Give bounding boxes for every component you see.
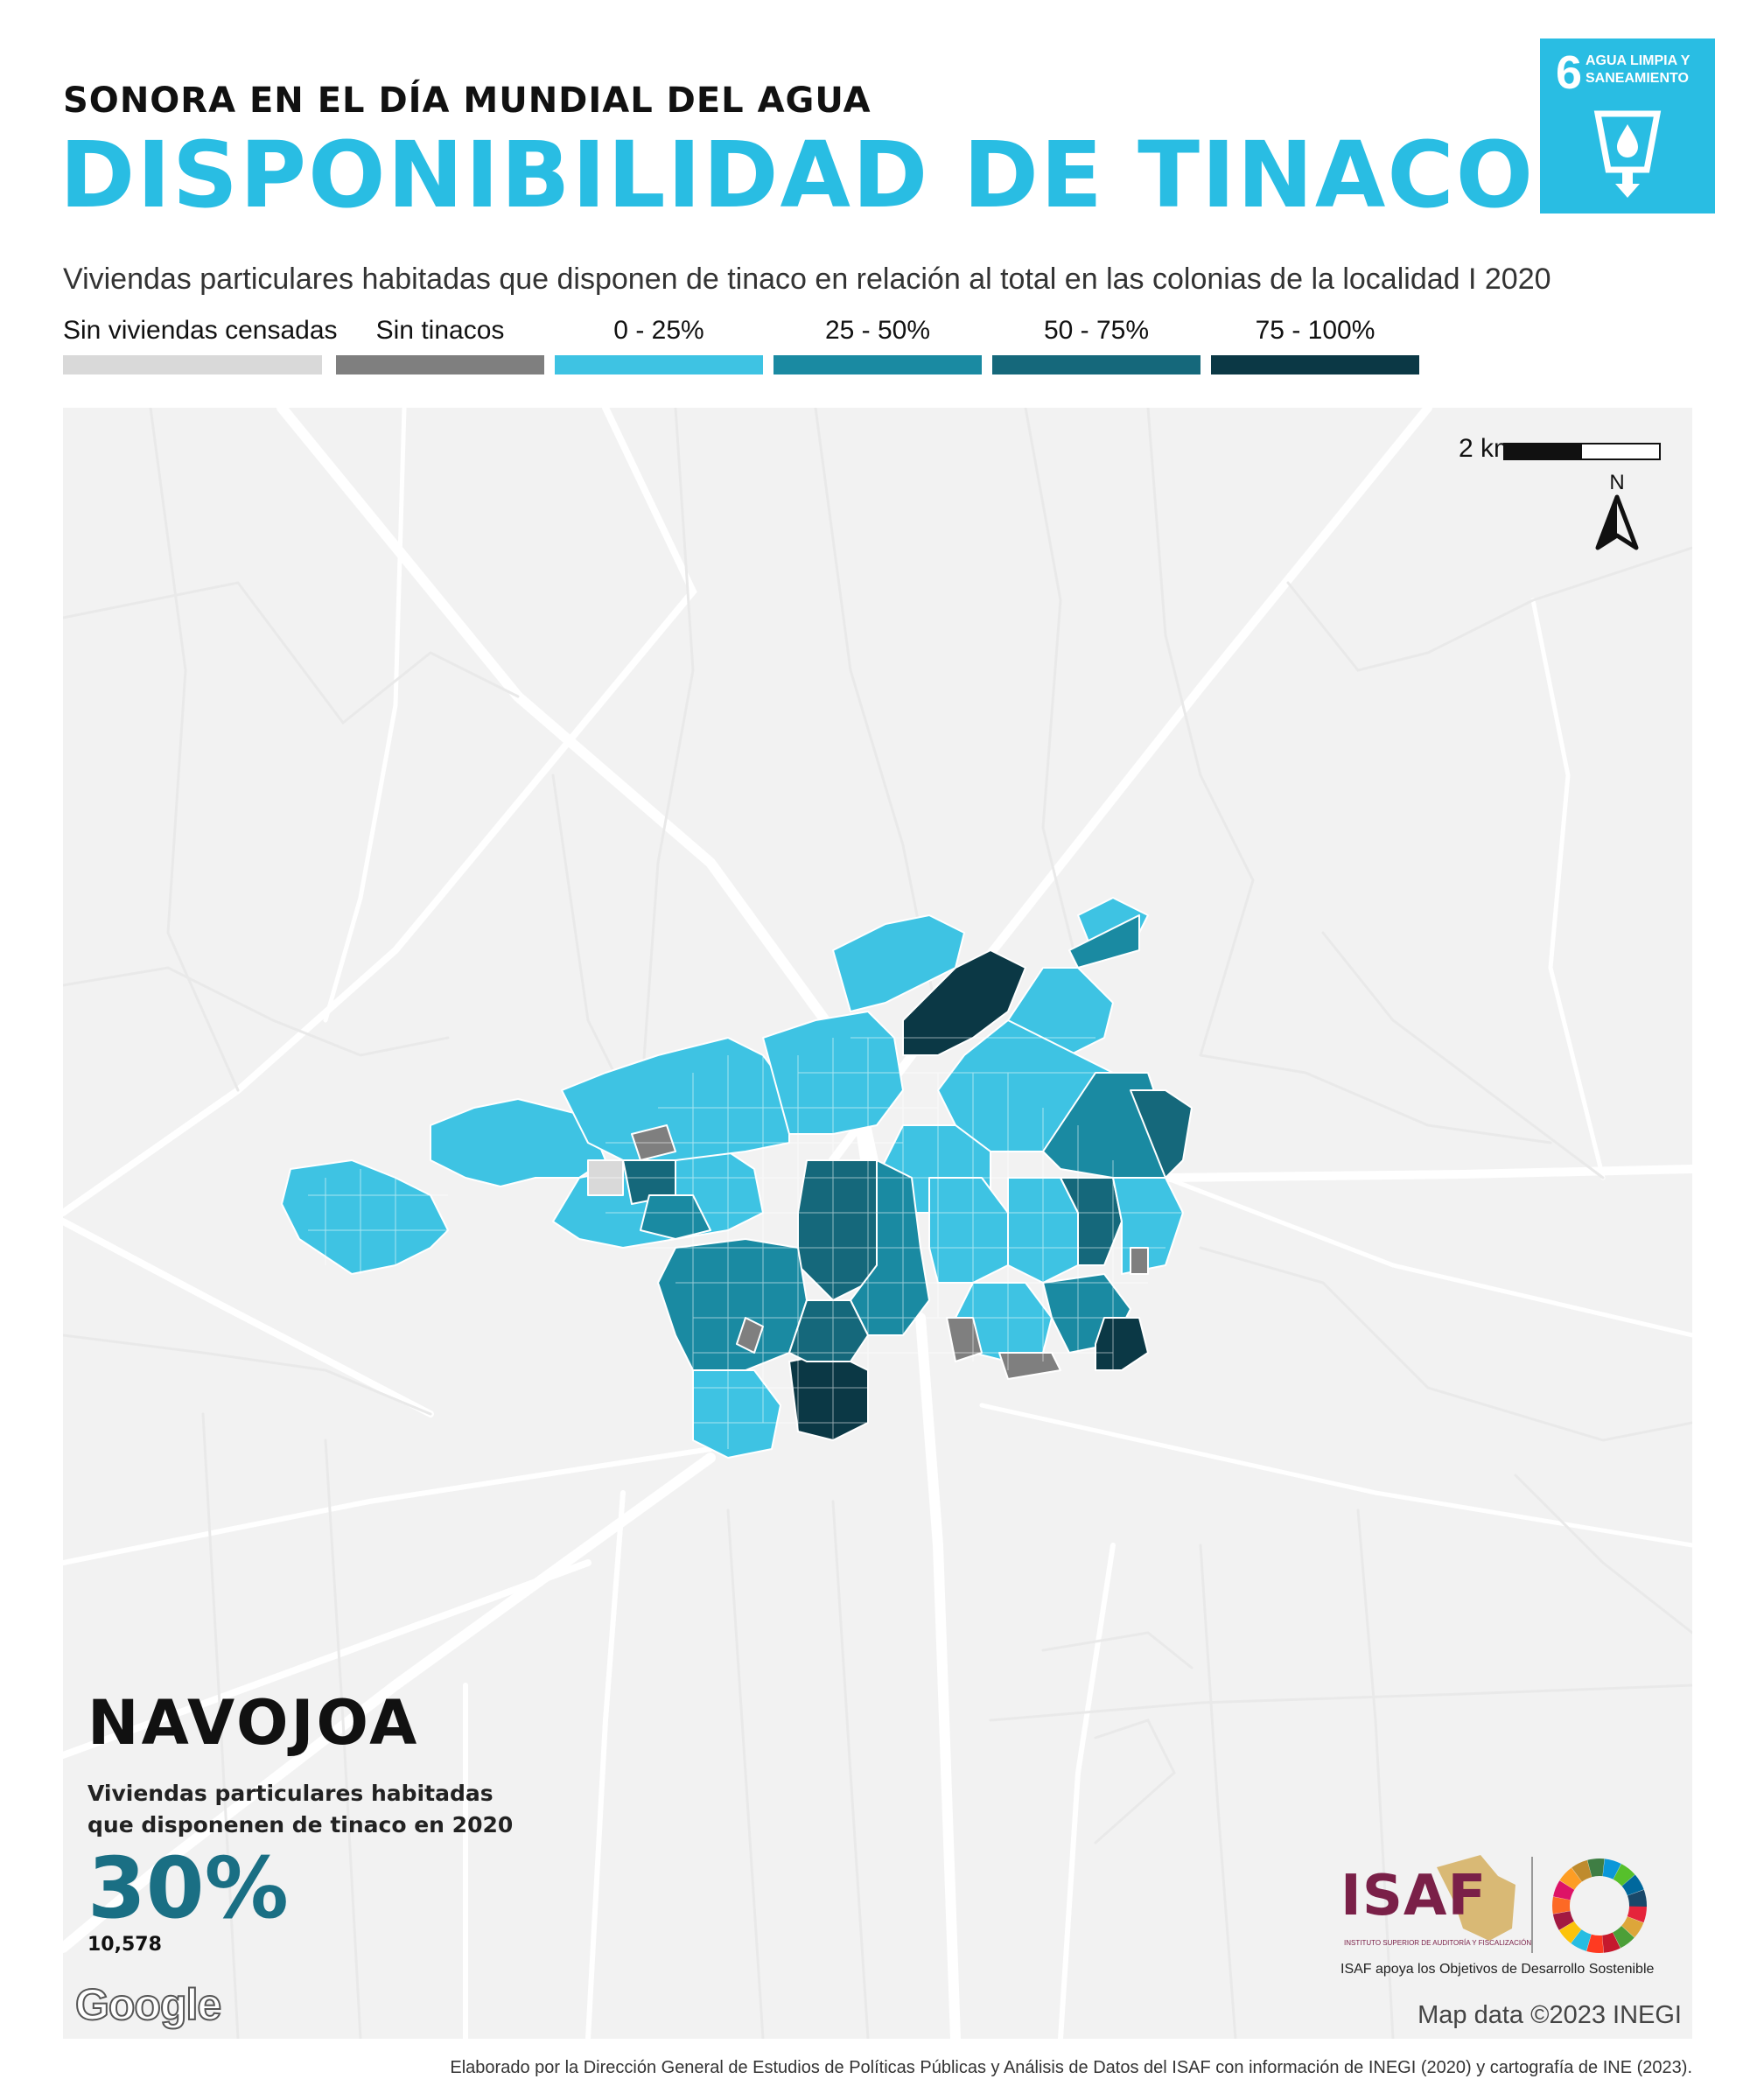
road-major xyxy=(1058,1543,1116,2039)
north-label: N xyxy=(1609,471,1625,494)
google-logo: Google xyxy=(74,1979,222,2030)
north-arrow: N xyxy=(1591,471,1643,555)
block-grid xyxy=(308,1037,1183,1449)
city-summary: NAVOJOA Viviendas particulares habitadas… xyxy=(88,1687,513,1956)
colony xyxy=(1130,1247,1149,1275)
legend-swatch xyxy=(992,355,1200,374)
road-major xyxy=(63,1452,716,1953)
legend-item-50-75: 50 - 75% xyxy=(992,315,1200,376)
colony xyxy=(1130,1089,1193,1179)
sdg-number: 6 xyxy=(1556,46,1583,99)
colony xyxy=(657,1238,808,1371)
legend-item-75-100: 75 - 100% xyxy=(1211,315,1419,376)
north-arrow-icon xyxy=(1595,494,1639,550)
legend-item-25-50: 25 - 50% xyxy=(774,315,982,376)
road-major xyxy=(979,1403,1692,1548)
legend-swatch xyxy=(336,355,544,374)
legend: Sin viviendas censadas Sin tinacos 0 - 2… xyxy=(63,315,1428,376)
legend-swatch xyxy=(774,355,982,374)
road-major xyxy=(1530,598,1606,1180)
basemap xyxy=(63,408,1692,2039)
road-major xyxy=(915,1312,961,2039)
road-major xyxy=(63,1218,434,1418)
subtitle: Viviendas particulares habitadas que dis… xyxy=(63,262,1551,296)
kicker-title: SONORA EN EL DÍA MUNDIAL DEL AGUA xyxy=(63,80,872,121)
city-description-line1: Viviendas particulares habitadas xyxy=(88,1781,494,1806)
road-major xyxy=(585,1490,626,2039)
legend-item-0-25: 0 - 25% xyxy=(555,315,763,376)
sdg-6-badge: 6 AGUA LIMPIA Y SANEAMIENTO xyxy=(1540,38,1715,214)
legend-swatch xyxy=(555,355,763,374)
legend-label: 75 - 100% xyxy=(1255,316,1376,345)
legend-label: Sin viviendas censadas xyxy=(63,316,338,345)
scale-bar xyxy=(1503,443,1661,460)
road-major xyxy=(1163,1175,1692,1338)
sdg-label: AGUA LIMPIA Y SANEAMIENTO xyxy=(1586,53,1690,86)
road-major xyxy=(63,1559,592,1759)
city-percentage: 30% xyxy=(88,1839,289,1937)
legend-label: Sin tinacos xyxy=(375,316,505,345)
city-description-line2: que disponenen de tinaco en 2020 xyxy=(88,1812,514,1838)
legend-label: 50 - 75% xyxy=(1043,316,1150,345)
colony xyxy=(561,1037,790,1161)
city-description: Viviendas particulares habitadas que dis… xyxy=(88,1778,513,1841)
legend-swatch xyxy=(63,355,322,374)
colony xyxy=(788,1352,869,1441)
legend-item-sin-tinacos: Sin tinacos xyxy=(336,315,544,376)
legend-item-sin-viviendas: Sin viviendas censadas xyxy=(63,315,338,376)
sdg-wheel-icon xyxy=(1552,1858,1647,1953)
road-major xyxy=(63,1446,713,1565)
colony xyxy=(1068,914,1140,969)
legend-swatch xyxy=(1211,355,1419,374)
logos-caption: ISAF apoya los Objetivos de Desarrollo S… xyxy=(1340,1962,1655,1977)
road-major xyxy=(323,408,407,1023)
water-glass-icon xyxy=(1593,110,1662,198)
colonies-layer xyxy=(281,897,1193,1459)
logos-block: ISAF INSTITUTO SUPERIOR DE AUDITORÍA Y F… xyxy=(1340,1850,1670,1981)
credit-note: Elaborado por la Dirección General de Es… xyxy=(450,2058,1692,2077)
city-name: NAVOJOA xyxy=(88,1687,420,1759)
isaf-logo-text: ISAF xyxy=(1340,1864,1488,1928)
colony xyxy=(1095,1317,1149,1371)
main-title: DISPONIBILIDAD DE TINACOS xyxy=(60,122,1602,228)
map-attribution: Map data ©2023 INEGI xyxy=(1418,2001,1682,2029)
legend-label: 25 - 50% xyxy=(824,316,931,345)
road-major xyxy=(1161,1165,1692,1182)
city-count: 10,578 xyxy=(88,1934,162,1956)
logo-divider xyxy=(1531,1857,1533,1953)
colony xyxy=(281,1159,449,1275)
sonora-map-icon xyxy=(1437,1855,1516,1941)
road-major xyxy=(63,408,697,1216)
colony xyxy=(692,1369,781,1459)
isaf-subtitle: INSTITUTO SUPERIOR DE AUDITORÍA Y FISCAL… xyxy=(1344,1939,1532,1947)
colony xyxy=(928,1177,1009,1284)
legend-label: 0 - 25% xyxy=(613,316,704,345)
map-canvas[interactable]: 2 km N NAVOJOA Viviendas particulares ha… xyxy=(63,408,1692,2039)
